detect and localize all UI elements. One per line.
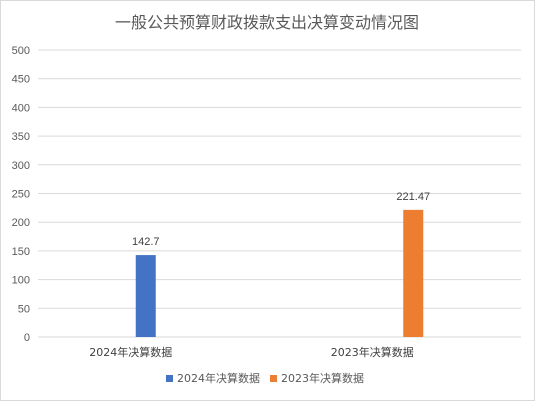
bar-2 bbox=[403, 209, 424, 337]
y-tick-label: 150 bbox=[12, 246, 30, 258]
y-tick-label: 50 bbox=[18, 303, 30, 315]
y-tick-label: 200 bbox=[12, 217, 30, 229]
y-tick-label: 300 bbox=[12, 160, 30, 172]
legend-swatch bbox=[270, 375, 277, 382]
y-tick-label: 400 bbox=[12, 102, 30, 114]
y-tick-label: 500 bbox=[12, 45, 30, 57]
gridlines bbox=[38, 49, 521, 338]
y-tick-label: 350 bbox=[12, 131, 30, 143]
chart-title: 一般公共预算财政拨款支出决算变动情况图 bbox=[115, 13, 419, 32]
y-tick-label: 0 bbox=[24, 332, 30, 344]
data-labels: 142.7 221.47 bbox=[132, 191, 430, 248]
x-axis-category-labels: 2024年决算数据 2023年决算数据 bbox=[89, 345, 414, 359]
legend-label: 2023年决算数据 bbox=[281, 371, 364, 385]
y-axis-tick-labels: 0 50 100 150 200 250 300 350 400 450 500 bbox=[12, 45, 30, 344]
y-tick-label: 250 bbox=[12, 189, 30, 201]
legend: 2024年决算数据 2023年决算数据 bbox=[166, 371, 364, 385]
data-label: 221.47 bbox=[396, 191, 430, 203]
y-tick-label: 100 bbox=[12, 275, 30, 287]
data-label: 142.7 bbox=[132, 236, 160, 248]
x-category-label: 2024年决算数据 bbox=[89, 345, 172, 359]
legend-label: 2024年决算数据 bbox=[177, 371, 260, 385]
x-category-label: 2023年决算数据 bbox=[331, 345, 414, 359]
bar-1 bbox=[135, 255, 156, 337]
legend-swatch bbox=[166, 375, 173, 382]
bars bbox=[135, 209, 424, 337]
y-tick-label: 450 bbox=[12, 74, 30, 86]
